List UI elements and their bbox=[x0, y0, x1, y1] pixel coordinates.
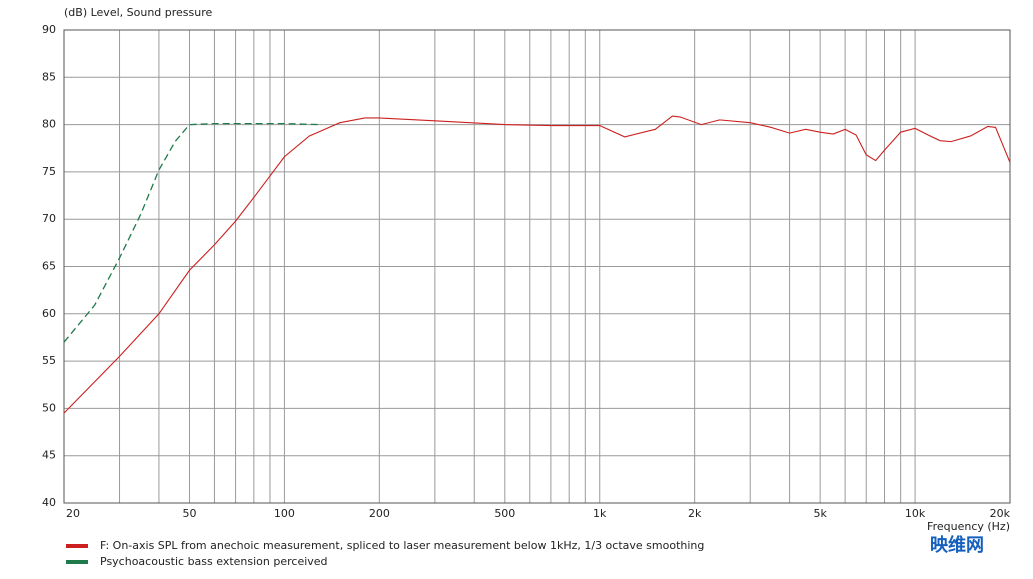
x-tick-label: 1k bbox=[593, 507, 607, 520]
y-tick-label: 45 bbox=[42, 449, 56, 462]
legend-swatch bbox=[66, 560, 88, 564]
x-tick-label: 10k bbox=[905, 507, 926, 520]
x-tick-label: 50 bbox=[182, 507, 196, 520]
x-axis-label: Frequency (Hz) bbox=[927, 520, 1010, 533]
x-tick-label: 2k bbox=[688, 507, 702, 520]
y-tick-label: 85 bbox=[42, 70, 56, 83]
y-tick-label: 55 bbox=[42, 354, 56, 367]
plot-frame bbox=[63, 29, 1011, 504]
legend-swatch bbox=[66, 544, 88, 548]
x-tick-label: 5k bbox=[813, 507, 827, 520]
y-tick-label: 40 bbox=[42, 496, 56, 509]
x-tick-label: 20k bbox=[990, 507, 1011, 520]
x-tick-label: 100 bbox=[274, 507, 295, 520]
legend-label: F: On-axis SPL from anechoic measurement… bbox=[100, 539, 704, 552]
y-tick-label: 90 bbox=[42, 23, 56, 36]
y-tick-label: 60 bbox=[42, 307, 56, 320]
y-tick-label: 75 bbox=[42, 165, 56, 178]
series-line bbox=[63, 123, 321, 343]
y-tick-label: 70 bbox=[42, 212, 56, 225]
y-tick-label: 50 bbox=[42, 401, 56, 414]
x-tick-label: 500 bbox=[494, 507, 515, 520]
legend-label: Psychoacoustic bass extension perceived bbox=[100, 555, 328, 568]
watermark: 映维网 bbox=[930, 534, 984, 556]
y-tick-label: 80 bbox=[42, 118, 56, 131]
y-tick-label: 65 bbox=[42, 260, 56, 273]
series-line bbox=[63, 115, 1011, 414]
x-tick-label: 20 bbox=[66, 507, 80, 520]
y-axis-label: (dB) Level, Sound pressure bbox=[64, 6, 213, 19]
x-tick-label: 200 bbox=[369, 507, 390, 520]
